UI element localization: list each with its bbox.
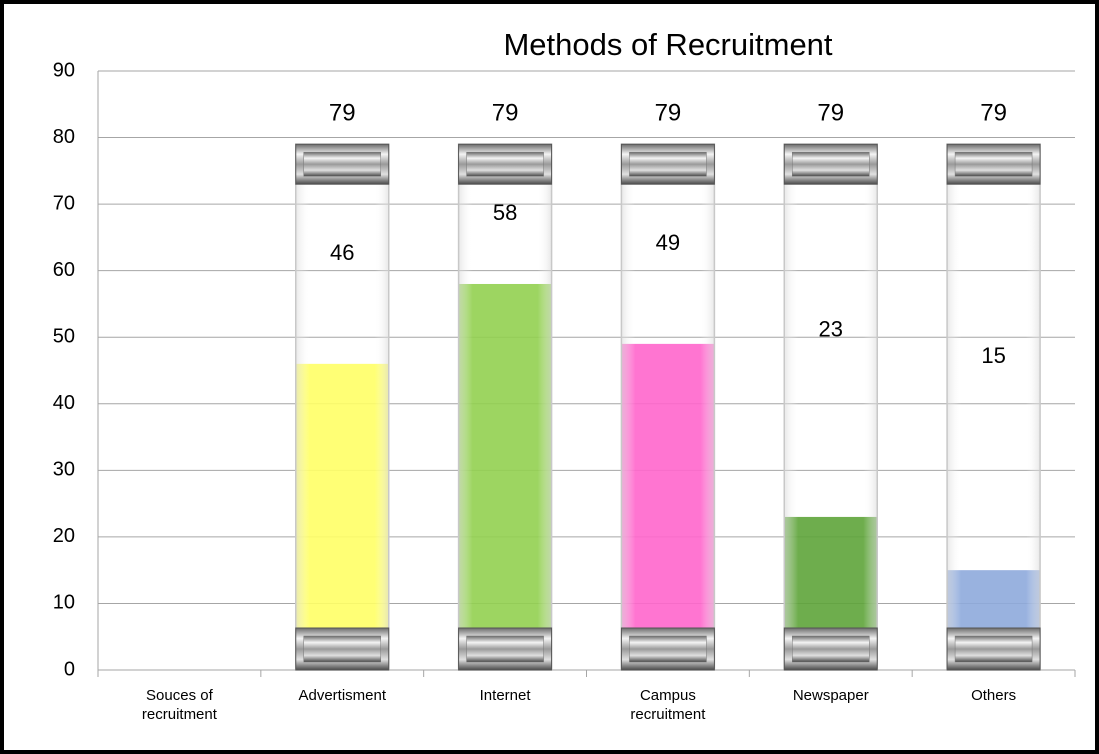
- y-tick-label: 70: [53, 192, 75, 214]
- top-cap-inner: [303, 151, 381, 177]
- data-label: 79: [492, 100, 519, 127]
- y-tick-label: 0: [64, 658, 75, 680]
- glass-bar: [946, 143, 1041, 671]
- y-tick-label: 80: [53, 126, 75, 148]
- data-label: 23: [819, 316, 843, 341]
- x-tick-label: Newspaper: [792, 687, 869, 704]
- bottom-cap-inner: [954, 635, 1033, 663]
- bottom-cap-inner: [466, 635, 544, 663]
- x-tick-label: Internet: [479, 687, 531, 704]
- data-label: 79: [655, 100, 682, 127]
- y-tick-label: 50: [53, 326, 75, 348]
- y-tick-label: 10: [53, 592, 75, 614]
- data-label: 49: [656, 230, 680, 255]
- bottom-cap-inner: [629, 635, 707, 663]
- top-cap-inner: [466, 151, 544, 177]
- glass-bar: [783, 143, 878, 671]
- chart-title: Methods of Recruitment: [503, 27, 832, 62]
- bottom-cap-inner: [792, 635, 870, 663]
- data-label: 46: [330, 240, 354, 265]
- glass-bar: [295, 143, 390, 671]
- x-tick-label: Advertisment: [298, 687, 387, 704]
- y-tick-label: 90: [53, 59, 75, 81]
- data-label: 79: [980, 100, 1007, 127]
- data-label: 79: [817, 100, 844, 127]
- data-label: 79: [329, 100, 356, 127]
- x-tick-label: Others: [971, 687, 1017, 704]
- x-tick-label: Souces of recruitment: [141, 687, 217, 723]
- top-cap-inner: [792, 151, 870, 177]
- bottom-cap-inner: [303, 635, 381, 663]
- top-cap-inner: [954, 151, 1033, 177]
- y-tick-label: 40: [53, 392, 75, 414]
- y-tick-label: 30: [53, 459, 75, 481]
- x-tick-label: Campus recruitment: [630, 687, 706, 723]
- data-label: 15: [981, 343, 1005, 368]
- glass-bar: [620, 143, 716, 671]
- data-label: 58: [493, 200, 517, 225]
- y-tick-label: 20: [53, 525, 75, 547]
- top-cap-inner: [629, 151, 707, 177]
- y-tick-label: 60: [53, 259, 75, 281]
